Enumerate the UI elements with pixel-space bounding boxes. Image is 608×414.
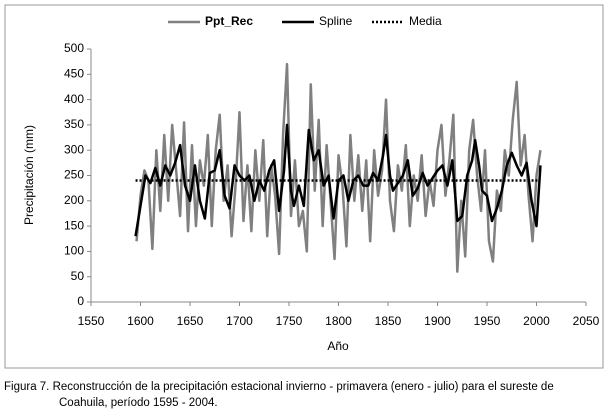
x-tick-label: 1700: [226, 314, 253, 328]
y-tick-label: 0: [77, 294, 84, 308]
y-tick-label: 200: [64, 193, 84, 207]
y-tick-label: 300: [64, 142, 84, 156]
y-tick-label: 400: [64, 92, 84, 106]
y-tick-label: 100: [64, 244, 84, 258]
x-tick-label: 1750: [276, 314, 303, 328]
x-tick-label: 2000: [523, 314, 550, 328]
x-tick-label: 2050: [573, 314, 600, 328]
legend-label: Ppt_Rec: [205, 14, 253, 28]
x-tick-label: 1550: [78, 314, 105, 328]
x-tick-label: 1800: [325, 314, 352, 328]
caption: Figura 7. Reconstrucción de la precipita…: [4, 381, 554, 393]
x-tick-label: 1900: [424, 314, 451, 328]
y-axis-label: Precipitación (mm): [22, 125, 36, 225]
chart-frame: [4, 4, 604, 369]
legend-label: Media: [409, 14, 442, 28]
x-tick-label: 1850: [375, 314, 402, 328]
y-tick-label: 250: [64, 168, 84, 182]
legend-label: Spline: [319, 14, 353, 28]
y-tick-label: 150: [64, 218, 84, 232]
series-line: [135, 62, 542, 273]
x-tick-label: 1600: [127, 314, 154, 328]
x-axis-label: Año: [327, 339, 349, 353]
y-tick-label: 50: [71, 269, 85, 283]
x-tick-label: 1650: [177, 314, 204, 328]
y-tick-label: 450: [64, 66, 84, 80]
series-line: [134, 123, 542, 237]
y-tick-label: 350: [64, 117, 84, 131]
caption: Coahuila, período 1595 - 2004.: [59, 397, 218, 409]
y-tick-label: 500: [64, 41, 84, 55]
x-tick-label: 1950: [474, 314, 501, 328]
